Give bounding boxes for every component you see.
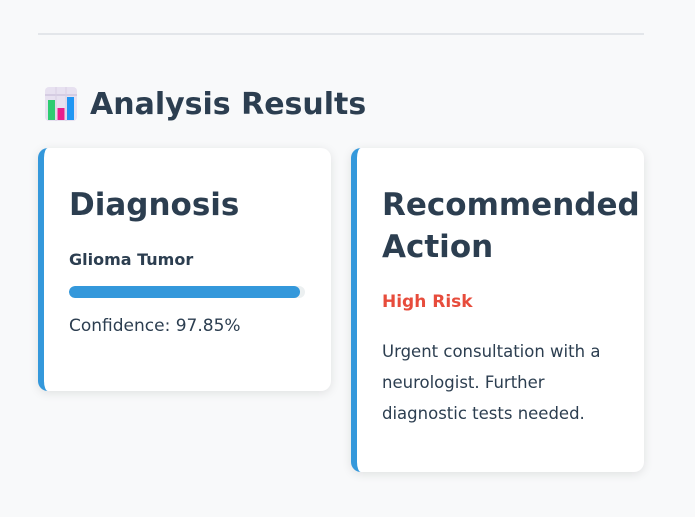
section-divider <box>38 33 644 35</box>
tumor-type-label: Glioma Tumor <box>69 250 194 269</box>
recommended-action-title: Recommended Action <box>382 187 640 265</box>
diagnosis-title: Diagnosis <box>69 187 240 223</box>
recommended-action-card: Recommended Action High Risk Urgent cons… <box>351 148 644 472</box>
risk-level-badge: High Risk <box>382 292 473 312</box>
confidence-label: Confidence: 97.85% <box>69 316 241 336</box>
diagnosis-card: Diagnosis Glioma Tumor Confidence: 97.85… <box>38 148 331 391</box>
recommendation-text: Urgent consultation with a neurologist. … <box>382 342 601 423</box>
confidence-progress-fill <box>69 286 300 298</box>
section-title-text: Analysis Results <box>90 86 367 122</box>
confidence-progress-bar <box>69 286 305 298</box>
section-title: Analysis Results <box>44 86 366 122</box>
bar-chart-icon <box>44 86 78 122</box>
